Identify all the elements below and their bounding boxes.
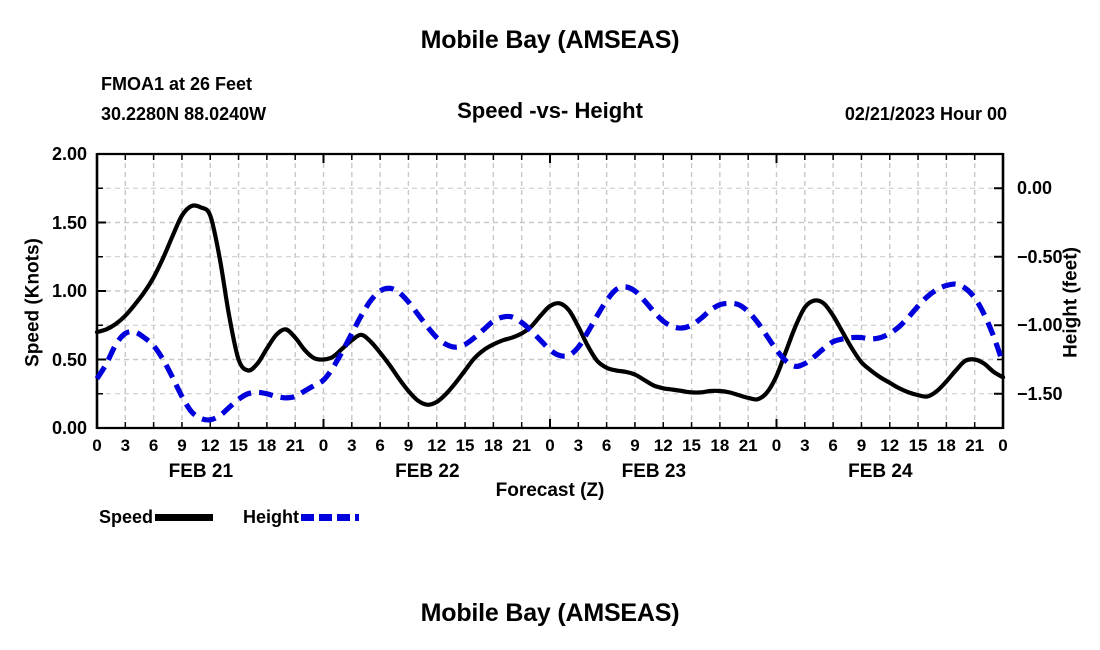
x-tick-label: 3 (800, 436, 810, 455)
legend-label-speed: Speed (99, 506, 154, 527)
x-tick-label: 0 (998, 436, 1008, 455)
chart-subtitle: Speed -vs- Height (457, 98, 643, 123)
series-line-height (94, 281, 1006, 423)
gridlines (97, 154, 1003, 428)
x-day-label: FEB 21 (168, 461, 234, 482)
station-label: FMOA1 at 26 Feet (101, 74, 253, 94)
legend-swatch-height (301, 513, 360, 521)
series-line-speed (94, 203, 1006, 407)
legend-label-height: Height (243, 506, 300, 527)
x-tick-label: 9 (856, 436, 867, 455)
x-tick-label: 15 (682, 436, 702, 455)
x-tick-label: 0 (318, 436, 329, 455)
legend-swatch-speed (155, 513, 214, 521)
x-tick-label: 3 (573, 436, 584, 455)
data-series-layer (94, 203, 1006, 423)
x-tick-label: 12 (880, 436, 900, 455)
x-day-label: FEB 23 (621, 461, 687, 482)
x-tick-label: 21 (738, 436, 758, 455)
x-tick-label: 15 (908, 436, 928, 455)
chart-title-bottom: Mobile Bay (AMSEAS) (420, 599, 680, 627)
x-tick-label: 3 (347, 436, 357, 455)
x-tick-label: 21 (285, 436, 305, 455)
model-run-label: 02/21/2023 Hour 00 (844, 104, 1007, 124)
y-right-tick-label: 0.00 (1017, 178, 1053, 199)
x-tick-label: 0 (92, 436, 102, 455)
axis-frame (95, 152, 1005, 430)
x-tick-label: 0 (771, 436, 782, 455)
y-left-tick-label: 1.50 (51, 212, 87, 233)
x-tick-label: 3 (120, 436, 131, 455)
y-left-tick-label: 0.00 (51, 418, 87, 438)
x-tick-label: 21 (512, 436, 532, 455)
x-tick-label: 18 (710, 436, 730, 455)
x-tick-label: 6 (601, 436, 612, 455)
x-tick-label: 18 (257, 436, 277, 455)
legend-entry-speed: Speed (99, 506, 214, 528)
x-tick-label: 18 (483, 436, 503, 455)
y-right-tick-label: −0.50 (1017, 246, 1063, 267)
y-left-tick-label: 0.50 (51, 349, 87, 370)
x-tick-label: 12 (200, 436, 220, 455)
y-right-tick-label: −1.00 (1017, 315, 1063, 336)
x-tick-label: 6 (375, 436, 385, 455)
x-day-label: FEB 24 (848, 461, 913, 482)
x-tick-label: 6 (828, 436, 838, 455)
x-tick-label: 15 (229, 436, 249, 455)
x-tick-label: 15 (455, 436, 475, 455)
y-left-tick-label: 1.00 (51, 281, 87, 301)
x-tick-label: 9 (403, 436, 414, 455)
chart-title-top: Mobile Bay (AMSEAS) (420, 26, 680, 54)
x-tick-label: 9 (630, 436, 640, 455)
x-tick-label: 12 (653, 436, 673, 455)
coordinates-label: 30.2280N 88.0240W (101, 104, 267, 124)
y-right-tick-label: −1.50 (1017, 383, 1063, 404)
x-tick-label: 18 (936, 436, 956, 455)
y-left-tick-label: 2.00 (51, 144, 87, 164)
x-tick-label: 21 (965, 436, 985, 455)
x-tick-label: 9 (177, 436, 187, 455)
legend-entry-height: Height (243, 506, 360, 528)
chart-legend: Speed Height (99, 506, 360, 528)
x-axis-title: Forecast (Z) (495, 480, 605, 501)
x-tick-label: 12 (427, 436, 447, 455)
x-tick-label: 0 (545, 436, 555, 455)
x-day-label: FEB 22 (395, 461, 460, 482)
x-tick-label: 6 (148, 436, 159, 455)
